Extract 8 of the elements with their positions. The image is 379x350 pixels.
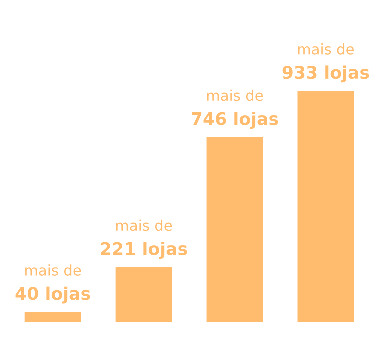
data-label: mais de 933 lojas (282, 44, 370, 83)
bar (116, 267, 172, 322)
bar (206, 137, 264, 322)
data-label: mais de 40 lojas (16, 264, 90, 304)
bar (24, 312, 82, 322)
bar (298, 91, 354, 322)
data-label: mais de 746 lojas (192, 90, 278, 129)
data-label: mais de 221 lojas (101, 220, 188, 259)
